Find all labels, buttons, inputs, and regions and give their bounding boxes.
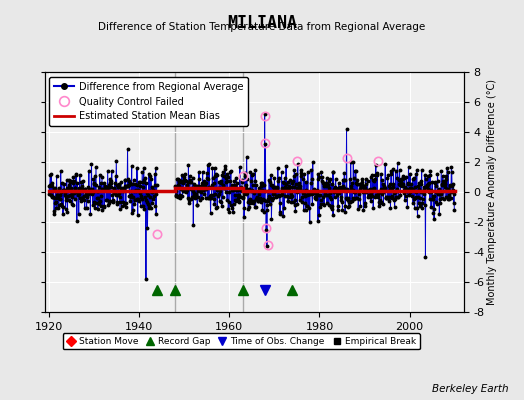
Text: Difference of Station Temperature Data from Regional Average: Difference of Station Temperature Data f… (99, 22, 425, 32)
Legend: Station Move, Record Gap, Time of Obs. Change, Empirical Break: Station Move, Record Gap, Time of Obs. C… (62, 333, 420, 350)
Text: Berkeley Earth: Berkeley Earth (432, 384, 508, 394)
Legend: Difference from Regional Average, Quality Control Failed, Estimated Station Mean: Difference from Regional Average, Qualit… (49, 77, 248, 126)
Text: MILIANA: MILIANA (227, 14, 297, 32)
Y-axis label: Monthly Temperature Anomaly Difference (°C): Monthly Temperature Anomaly Difference (… (487, 79, 497, 305)
